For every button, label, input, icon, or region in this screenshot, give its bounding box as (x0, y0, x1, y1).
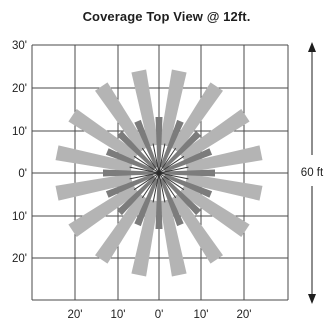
center-spoke (141, 147, 160, 174)
center-spoke (129, 172, 160, 180)
inner-spray-beam (155, 117, 163, 167)
dimension-arrow-head-bottom (308, 294, 316, 304)
inner-spray-beam (134, 178, 159, 227)
outer-spray-beam (131, 199, 159, 277)
dimension-indicator: 60 ft (301, 42, 324, 304)
outer-spray-beam (179, 184, 250, 237)
center-spoke (133, 155, 160, 174)
center-spoke (158, 172, 166, 203)
inner-spray-beam (134, 119, 159, 168)
x-tick-label: 10' (194, 309, 209, 321)
y-tick-label: 0' (18, 168, 27, 180)
dimension-label: 60 ft (301, 167, 324, 179)
nozzle-center-point (156, 170, 162, 176)
x-tick-label: 20' (237, 309, 252, 321)
y-tick-label: 30' (12, 40, 27, 52)
y-axis-ticks: 30' 20' 10' 0' 10' 20' (12, 40, 27, 265)
inner-spray-beam (159, 119, 184, 168)
y-tick-label: 10' (12, 126, 27, 138)
inner-spray-beam (164, 173, 213, 198)
center-spoke (158, 155, 185, 174)
outer-spray-beam (95, 82, 148, 153)
center-spoke (158, 172, 189, 180)
x-tick-label: 0' (155, 309, 164, 321)
inner-spray-beam (162, 176, 202, 216)
outer-spray-beam (55, 145, 133, 173)
outer-spray-beam (185, 173, 263, 201)
center-spoke (152, 172, 160, 203)
center-spoke (158, 147, 177, 174)
x-tick-label: 20' (68, 309, 83, 321)
center-spoke (141, 172, 160, 199)
inner-spray-beam (155, 179, 163, 229)
outer-spray-beam (159, 199, 187, 277)
outer-spray-beam (131, 69, 159, 147)
center-spoke (158, 166, 189, 174)
y-tick-label: 20' (12, 83, 27, 95)
outer-spray-beam (159, 69, 187, 147)
outer-spray-beam (68, 109, 139, 162)
inner-spray-beam (159, 178, 184, 227)
inner-spray-beam (164, 148, 213, 173)
outer-spray-beam (179, 109, 250, 162)
center-spoke (158, 172, 185, 191)
y-tick-label: 20' (12, 253, 27, 265)
outer-spray-beam (185, 145, 263, 173)
x-axis-ticks: 20' 10' 0' 10' 20' (68, 309, 252, 321)
outer-spray-beam (170, 82, 223, 153)
inner-spray-beam (116, 176, 156, 216)
outer-spray-beam (95, 193, 148, 264)
center-spoke (158, 172, 177, 199)
y-tick-label: 10' (12, 211, 27, 223)
page-title: Coverage Top View @ 12ft. (82, 9, 251, 24)
dimension-arrow-head-top (308, 42, 316, 52)
inner-spray-beam (116, 130, 156, 170)
inner-spray-beam (105, 173, 154, 198)
center-spoke (152, 143, 160, 174)
outer-spray-beam (55, 173, 133, 201)
center-spoke (158, 143, 166, 174)
outer-spray-beam (170, 193, 223, 264)
inner-spray-beam (103, 169, 153, 177)
outer-spray-beam (68, 184, 139, 237)
inner-spray-beam (162, 130, 202, 170)
x-tick-label: 10' (111, 309, 126, 321)
spray-pattern (55, 69, 263, 277)
center-spoke (129, 166, 160, 174)
inner-spray-beam (165, 169, 215, 177)
inner-spray-beam (105, 148, 154, 173)
center-spoke (133, 172, 160, 191)
